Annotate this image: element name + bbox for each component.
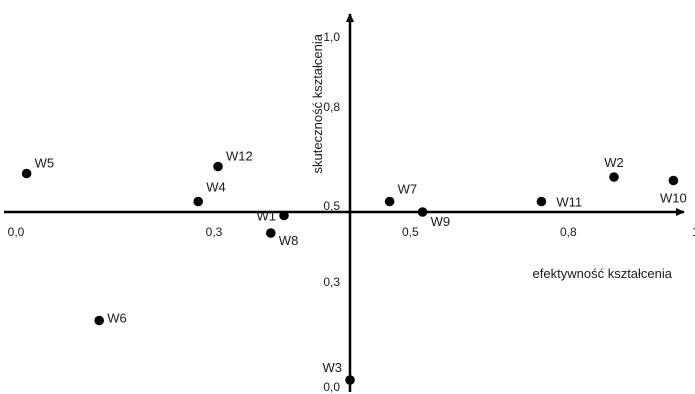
data-point (279, 210, 289, 221)
data-point-label: W4 (206, 180, 226, 195)
data-point-label: W8 (279, 233, 299, 248)
x-tick-labels: 0,0 0,3 0,5 0,8 1,0 (8, 225, 695, 239)
x-tick-label: 0,5 (402, 225, 419, 239)
x-tick-label: 0,0 (8, 225, 25, 239)
data-point (266, 228, 276, 238)
y-tick-label: 0,3 (323, 275, 340, 289)
y-tick-label: 0,0 (323, 380, 340, 394)
data-point-label: W1 (257, 209, 277, 224)
data-point (21, 168, 32, 179)
data-point-label: W3 (323, 360, 343, 375)
data-point-label: W10 (660, 191, 687, 206)
y-tick-labels: 0,0 0,3 0,5 0,8 1,0 (323, 30, 340, 394)
data-point (384, 196, 395, 207)
y-tick-label: 1,0 (323, 30, 340, 44)
data-point (345, 375, 355, 385)
data-point-label: W7 (398, 182, 418, 197)
data-point (193, 196, 203, 207)
x-tick-label: 0,8 (560, 225, 577, 239)
x-tick-label: 1,0 (692, 225, 695, 239)
x-axis-label: efektywność kształcenia (533, 266, 673, 281)
data-point-label: W9 (431, 214, 451, 229)
data-point (536, 196, 547, 207)
data-points: W1 W2 W3 W4 W5 W6 W7 W8 W9 W10 W11 W12 (21, 149, 687, 385)
data-point (609, 172, 619, 182)
x-tick-label: 0,3 (206, 225, 223, 239)
y-tick-label: 0,5 (323, 199, 340, 213)
data-point (94, 315, 104, 326)
data-point (417, 207, 428, 217)
data-point-label: W11 (556, 195, 582, 210)
y-tick-label: 0,8 (323, 100, 340, 114)
data-point-label: W6 (107, 311, 127, 326)
data-point-label: W2 (604, 155, 624, 170)
data-point (213, 161, 223, 172)
data-point (668, 175, 679, 186)
data-point-label: W5 (35, 156, 55, 171)
data-point-label: W12 (226, 149, 253, 164)
y-axis-label: skuteczność kształcenia (310, 33, 325, 173)
